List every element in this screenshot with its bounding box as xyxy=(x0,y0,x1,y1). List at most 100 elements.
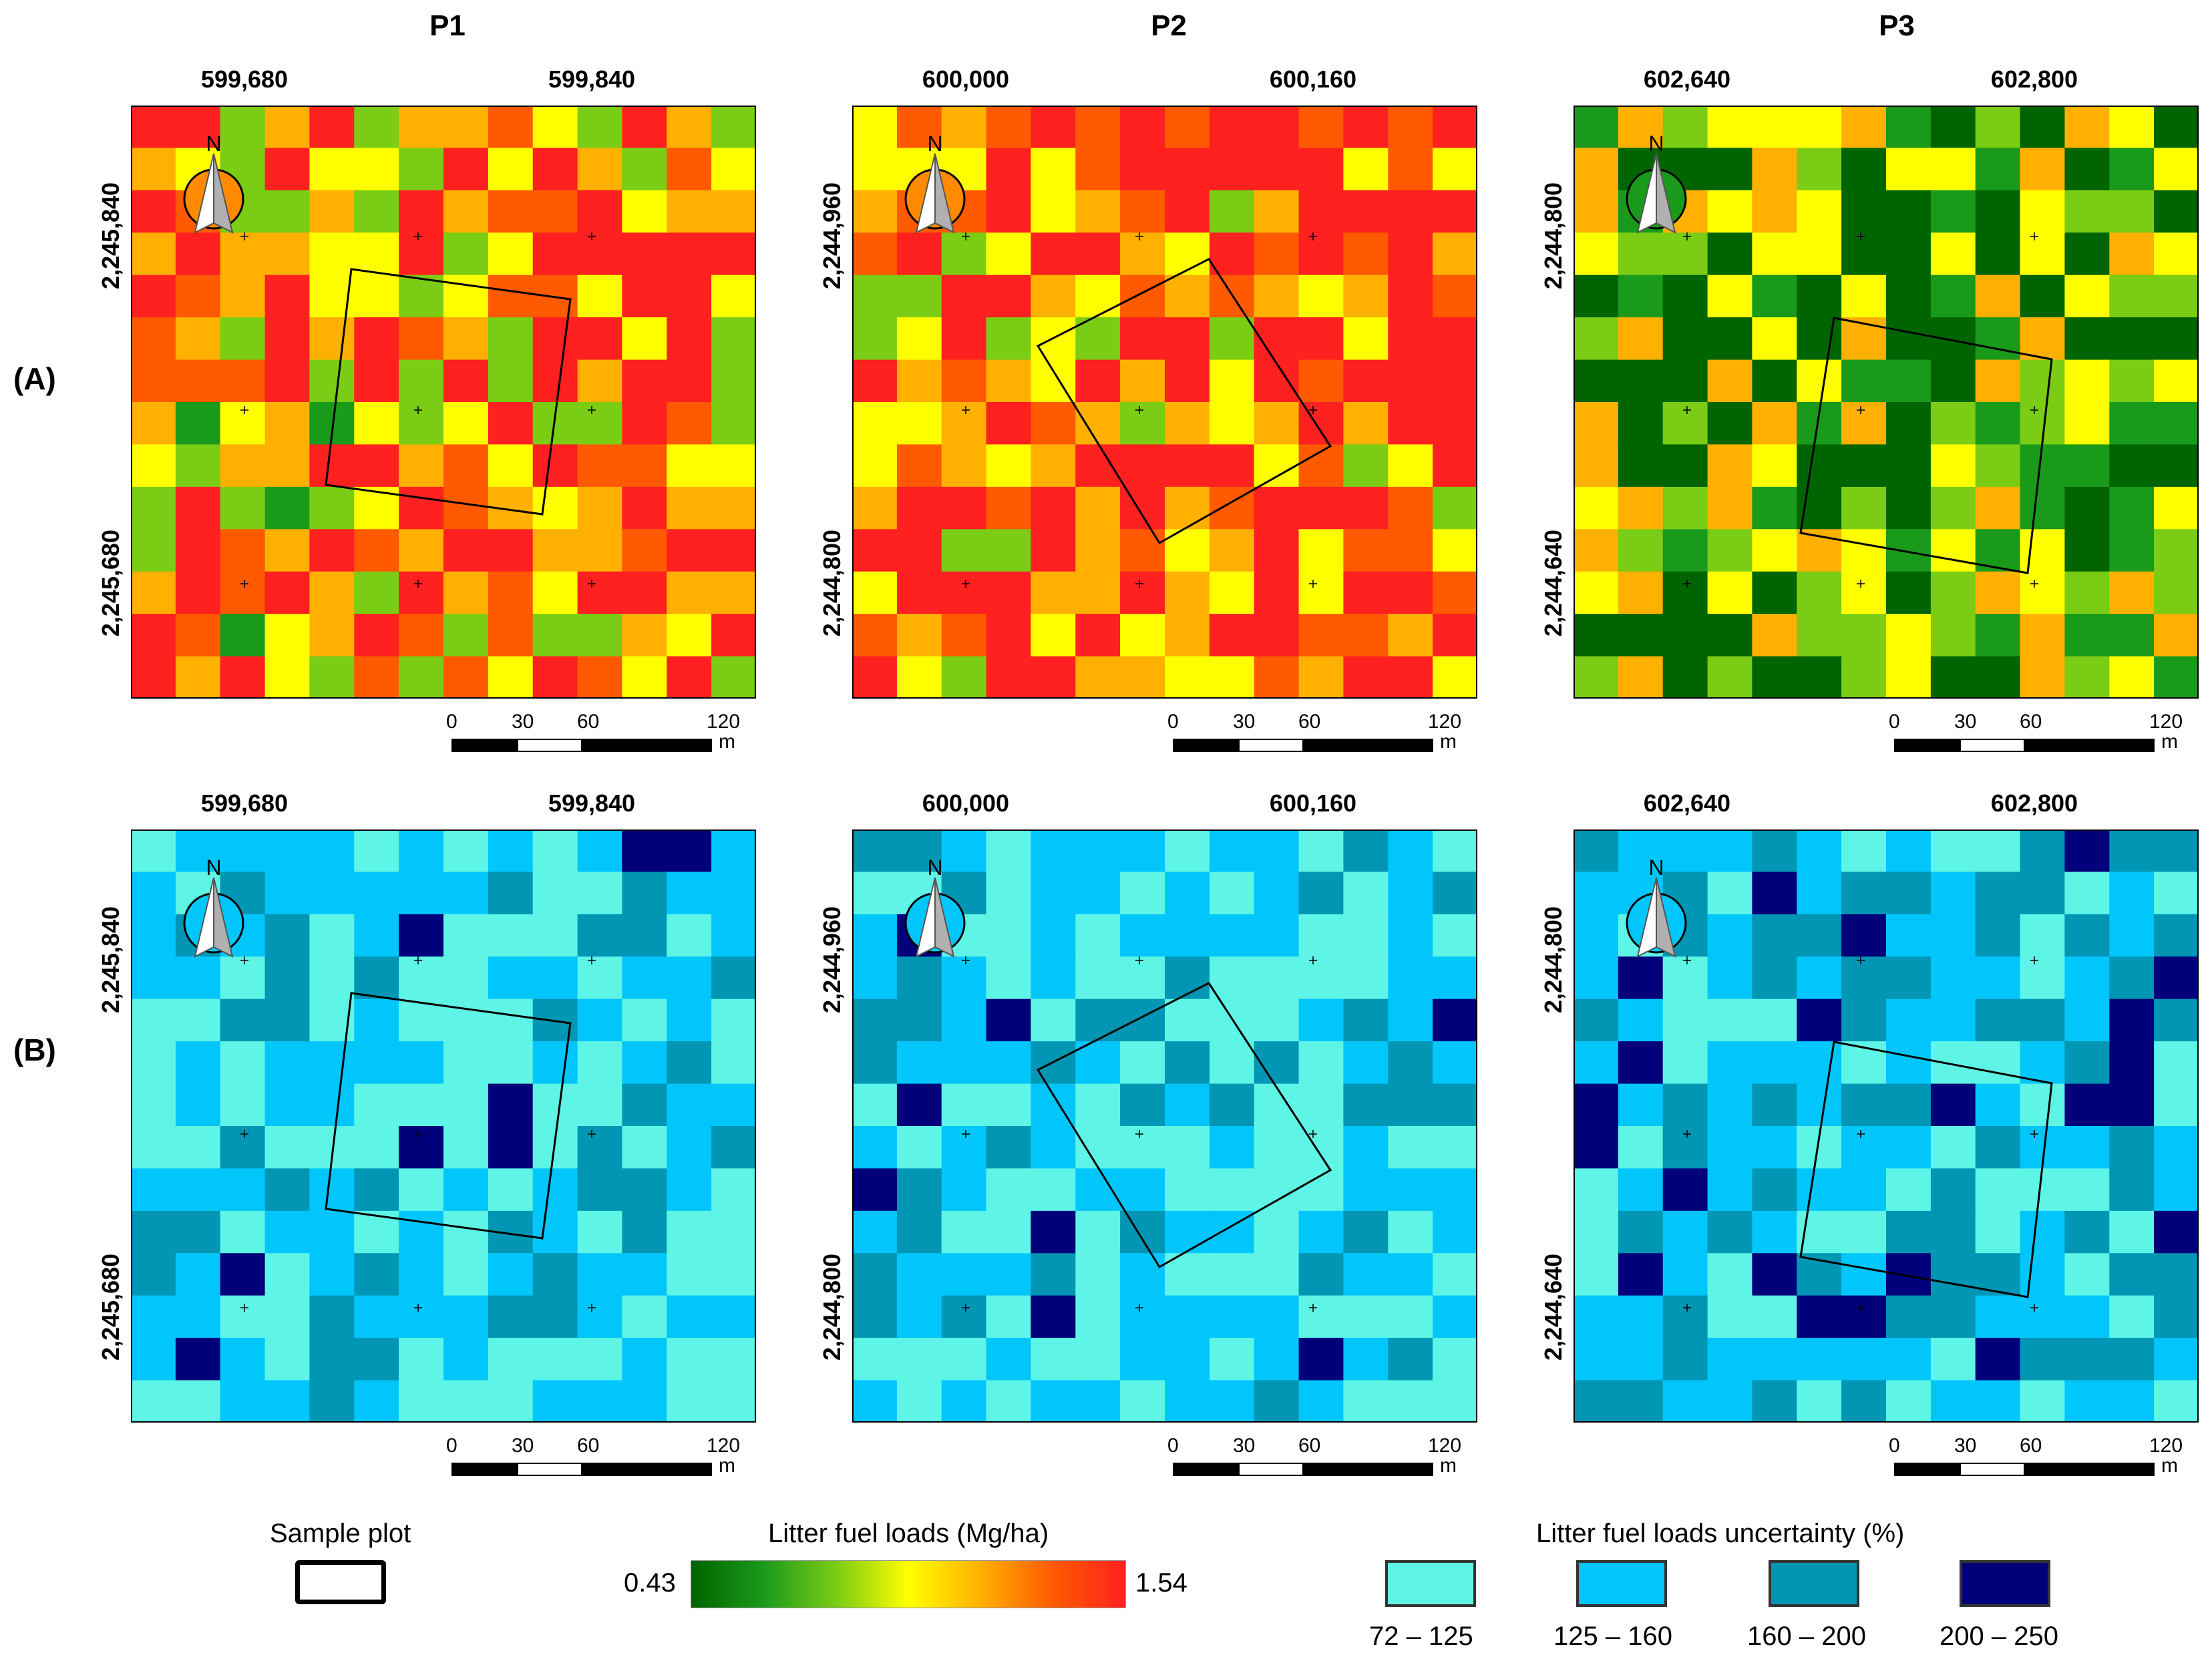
raster-cell xyxy=(941,359,987,403)
raster-cell xyxy=(532,317,578,361)
raster-cell xyxy=(1254,956,1300,1000)
raster-cell xyxy=(1343,1338,1389,1381)
raster-cell xyxy=(986,444,1032,488)
raster-cell xyxy=(175,106,221,148)
raster-cell xyxy=(1209,614,1255,657)
raster-cell xyxy=(399,1295,444,1338)
raster-cell xyxy=(622,402,667,445)
raster-cell xyxy=(532,148,578,191)
raster-cell xyxy=(1886,444,1931,488)
raster-cell xyxy=(711,1380,756,1423)
raster-cell xyxy=(1618,444,1664,488)
uncertainty-class-label-2: 125 – 160 xyxy=(1553,1622,1672,1651)
raster-cell xyxy=(488,1253,534,1296)
raster-cell xyxy=(1388,190,1433,233)
raster-cell xyxy=(443,998,489,1042)
raster-cell xyxy=(1886,1168,1931,1212)
scale-tick-label: 120 xyxy=(1428,711,1462,733)
graticule-cross xyxy=(1309,406,1317,414)
raster-cell xyxy=(175,1210,221,1254)
raster-cell xyxy=(399,444,444,488)
raster-cell xyxy=(1298,998,1344,1042)
fuel-color-ramp xyxy=(691,1560,1126,1608)
raster-cell xyxy=(896,274,942,318)
raster-cell xyxy=(2109,571,2155,614)
north-label: N xyxy=(206,856,221,880)
raster-cell xyxy=(1841,359,1887,403)
raster-cell xyxy=(309,1380,355,1423)
raster-cell xyxy=(1886,998,1931,1042)
sample-plot-polygon xyxy=(325,992,572,1240)
raster-cell xyxy=(488,614,534,657)
raster-cell xyxy=(896,1253,942,1296)
scale-unit: m xyxy=(2161,731,2178,753)
north-label: N xyxy=(206,132,221,156)
raster-cell xyxy=(309,830,355,872)
raster-cell xyxy=(1433,1041,1477,1085)
raster-cell xyxy=(2109,486,2155,530)
scale-unit: m xyxy=(1440,731,1457,753)
raster-cell xyxy=(1886,232,1931,276)
raster-cell xyxy=(443,1041,489,1085)
raster-cell xyxy=(1930,106,1976,148)
raster-cell xyxy=(1797,1338,1842,1381)
raster-cell xyxy=(1662,998,1708,1042)
raster-cell xyxy=(1075,571,1121,614)
raster-cell xyxy=(1574,402,1619,445)
raster-cell xyxy=(2109,1295,2155,1338)
raster-cell xyxy=(1886,1295,1931,1338)
raster-cell xyxy=(399,232,444,276)
raster-cell xyxy=(131,998,176,1042)
raster-cell xyxy=(1886,956,1931,1000)
raster-cell xyxy=(986,1380,1032,1423)
raster-cell xyxy=(1975,317,2021,361)
raster-cell xyxy=(986,486,1032,530)
raster-cell xyxy=(2154,402,2199,445)
raster-cell xyxy=(622,106,667,148)
raster-cell xyxy=(1618,1380,1664,1423)
raster-cell xyxy=(488,1380,534,1423)
raster-cell xyxy=(1433,872,1477,915)
raster-cell xyxy=(1574,148,1619,191)
raster-cell xyxy=(711,274,756,318)
graticule-cross xyxy=(2030,580,2038,588)
raster-cell xyxy=(1797,571,1842,614)
graticule-cross xyxy=(414,1130,422,1138)
raster-cell xyxy=(1886,359,1931,403)
raster-cell xyxy=(532,190,578,233)
raster-cell xyxy=(264,1295,311,1338)
raster-cell xyxy=(1388,359,1433,403)
raster-cell xyxy=(1433,830,1477,872)
raster-cell xyxy=(1841,1126,1887,1169)
sample-plot-polygon xyxy=(1036,982,1332,1269)
raster-cell xyxy=(1298,359,1344,403)
raster-cell xyxy=(354,872,399,915)
raster-cell xyxy=(1388,914,1433,957)
raster-cell xyxy=(1075,830,1121,872)
raster-cell xyxy=(711,1041,756,1085)
raster-cell xyxy=(1930,830,1976,872)
raster-cell xyxy=(532,359,578,403)
raster-cell xyxy=(941,614,987,657)
raster-cell xyxy=(131,1210,176,1254)
raster-cell xyxy=(175,614,221,657)
raster-cell xyxy=(354,914,399,957)
raster-cell xyxy=(1343,529,1389,572)
raster-cell xyxy=(1662,529,1708,572)
graticule-cross xyxy=(2030,956,2038,964)
raster-cell xyxy=(1841,872,1887,915)
raster-cell xyxy=(1618,656,1664,699)
scale-unit: m xyxy=(719,731,735,753)
raster-cell xyxy=(1975,872,2021,915)
raster-cell xyxy=(941,956,987,1000)
raster-cell xyxy=(1797,444,1842,488)
raster-cell xyxy=(1662,956,1708,1000)
raster-cell xyxy=(175,1083,221,1127)
raster-cell xyxy=(264,956,311,1000)
raster-cell xyxy=(175,1253,221,1296)
raster-cell xyxy=(1574,1253,1619,1296)
raster-cell xyxy=(1707,914,1753,957)
raster-cell xyxy=(2064,1210,2110,1254)
raster-cell xyxy=(131,190,176,233)
raster-cell xyxy=(1841,106,1887,148)
